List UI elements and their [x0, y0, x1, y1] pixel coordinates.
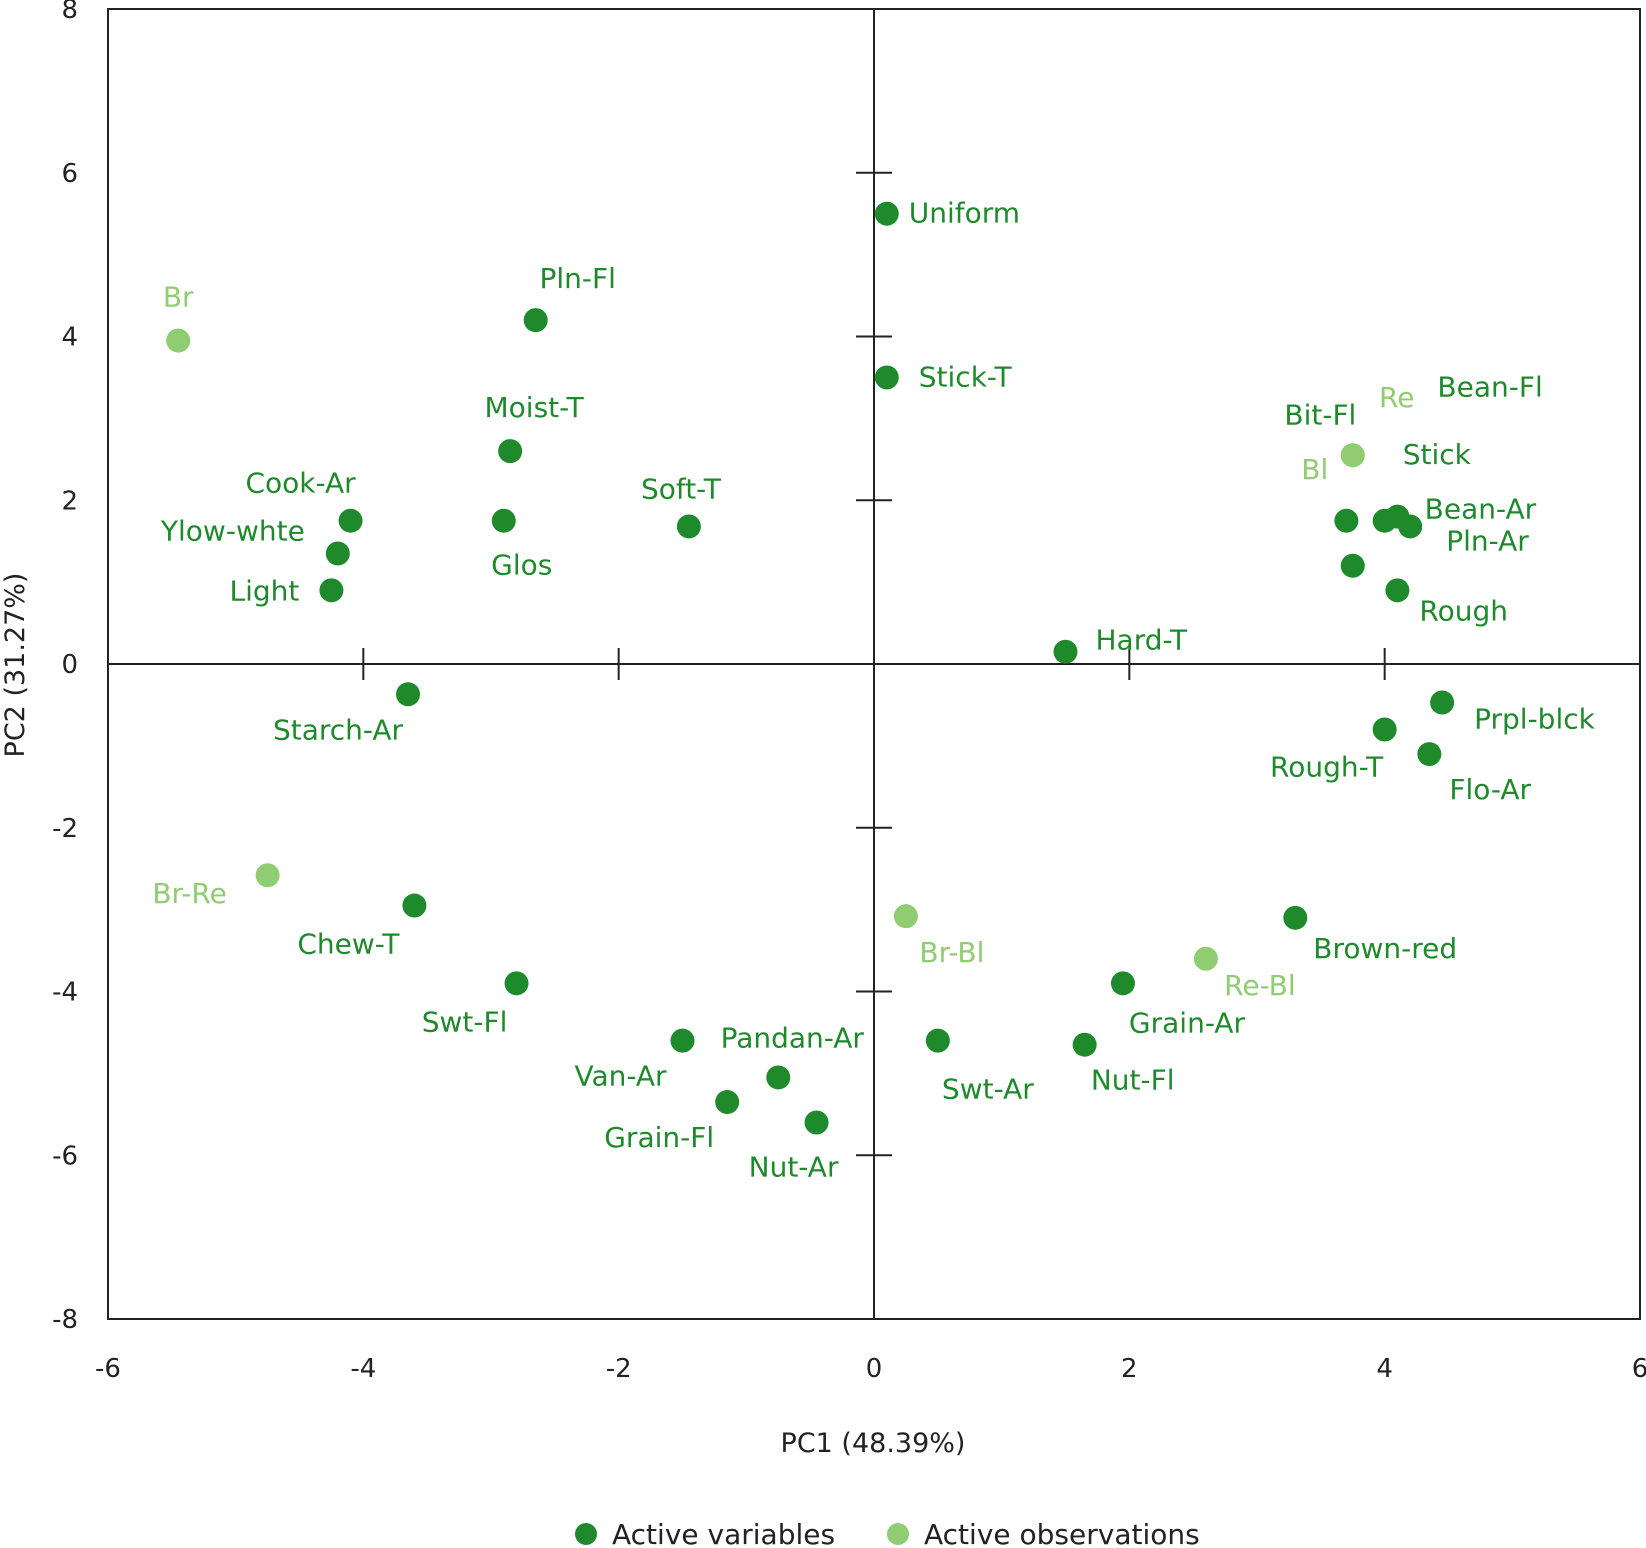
variable-point [676, 514, 701, 539]
variable-point-label: Van-Ar [574, 1060, 667, 1093]
y-tick-label: -6 [52, 1141, 78, 1171]
variable-point [874, 201, 899, 226]
x-tick-label: -2 [606, 1354, 632, 1384]
observation-point [255, 863, 280, 888]
variable-point-label: Pln-Ar [1446, 524, 1529, 557]
x-tick-label: 4 [1376, 1354, 1393, 1384]
legend-marker-variables [575, 1523, 597, 1545]
axes-layer [108, 9, 1640, 1319]
y-tick-label: 4 [61, 323, 78, 353]
variable-point-label: Grain-Fl [604, 1121, 714, 1154]
labels-layer: Uniform Stick-T Pln-Fl Moist-T Glos Soft-T Coo… [152, 197, 1595, 1184]
variable-point [504, 971, 529, 996]
variable-point-label: Nut-Fl [1091, 1064, 1175, 1097]
variable-point [1053, 639, 1078, 664]
variable-point-label: Flo-Ar [1449, 773, 1531, 806]
x-tick-label: -6 [95, 1354, 121, 1384]
variable-point-label: Stick [1403, 438, 1472, 471]
variable-point [396, 682, 421, 707]
variable-point-label: Brown-red [1313, 932, 1457, 965]
observation-point-label: Re [1379, 381, 1414, 414]
variable-point [1430, 690, 1455, 715]
variable-point [1372, 508, 1397, 533]
variable-point [319, 578, 344, 603]
observation-point [166, 328, 191, 353]
variable-point [1334, 508, 1359, 533]
y-tick-label: -4 [52, 978, 78, 1008]
observation-point-label: Br [163, 281, 194, 314]
variable-point-label: Bean-Ar [1425, 493, 1537, 526]
y-tick-label: -8 [52, 1305, 78, 1335]
variable-point [766, 1065, 791, 1090]
variable-point [325, 541, 350, 566]
variable-point-label: Swt-Ar [942, 1073, 1034, 1106]
variable-point-label: Swt-Fl [422, 1005, 508, 1038]
variable-point-label: Bean-Fl [1437, 371, 1542, 404]
observation-point-label: Br-Bl [919, 936, 984, 969]
variable-point-label: Bit-Fl [1284, 399, 1356, 432]
variable-point [523, 308, 548, 333]
variable-point [1110, 971, 1135, 996]
y-tick-label: 0 [61, 650, 78, 680]
variable-point-label: Pln-Fl [539, 262, 615, 295]
variable-point-label: Grain-Ar [1129, 1006, 1246, 1039]
variable-point [874, 365, 899, 390]
variable-point-label: Stick-T [919, 360, 1013, 393]
variable-point-label: Cook-Ar [245, 467, 356, 500]
x-tick-label: 0 [866, 1354, 883, 1384]
observation-point-label: Bl [1301, 453, 1328, 486]
points-layer [166, 201, 1455, 1135]
variable-point [1340, 553, 1365, 578]
x-tick-label: -4 [350, 1354, 376, 1384]
variable-point [402, 893, 427, 918]
variable-point-label: Nut-Ar [749, 1151, 839, 1184]
x-axis-title: PC1 (48.39%) [781, 1428, 966, 1459]
legend-label-observations: Active observations [924, 1518, 1200, 1548]
variable-point [1372, 717, 1397, 742]
y-tick-label: 2 [61, 486, 78, 516]
variable-point [1283, 905, 1308, 930]
variable-point-label: Glos [491, 549, 552, 582]
variable-point-label: Ylow-whte [160, 514, 305, 547]
observation-point-label: Re-Bl [1224, 969, 1296, 1002]
variable-point [925, 1028, 950, 1053]
y-tick-label: 6 [61, 159, 78, 189]
y-tick-label: -2 [52, 814, 78, 844]
observation-point-label: Br-Re [152, 877, 226, 910]
x-tick-label: 2 [1121, 1354, 1138, 1384]
legend-marker-observations [887, 1523, 909, 1545]
variable-point [1417, 742, 1442, 767]
variable-point [1385, 578, 1410, 603]
variable-point [670, 1028, 695, 1053]
observation-point [1193, 946, 1218, 971]
variable-point-label: Prpl-blck [1474, 702, 1596, 735]
variable-point [1398, 514, 1423, 539]
variable-point [491, 508, 516, 533]
variable-point-label: Chew-T [297, 928, 400, 961]
variable-point-label: Pandan-Ar [721, 1021, 865, 1054]
variable-point-label: Soft-T [641, 472, 722, 505]
legend: Active variables Active observations [575, 1518, 1200, 1548]
variable-point-label: Light [230, 574, 300, 607]
x-tick-label: 6 [1632, 1354, 1646, 1384]
observation-point [1340, 443, 1365, 468]
variable-point [498, 439, 523, 464]
variable-point-label: Rough [1419, 594, 1508, 627]
variable-point [338, 508, 363, 533]
variable-point [715, 1090, 740, 1115]
variable-point [804, 1110, 829, 1135]
ticks-layer: -6 -4 -2 0 2 4 6 8 6 4 2 0 -2 -4 -6 -8 [52, 0, 1646, 1384]
y-axis-title: PC2 (31.27%) [0, 573, 31, 758]
observation-point [893, 904, 918, 929]
variable-point [1072, 1032, 1097, 1057]
variable-point-label: Hard-T [1096, 624, 1189, 657]
variable-point-label: Moist-T [485, 391, 585, 424]
y-tick-label: 8 [61, 0, 78, 25]
variable-point-label: Starch-Ar [273, 713, 404, 746]
legend-label-variables: Active variables [612, 1518, 835, 1548]
variable-point-label: Uniform [909, 197, 1020, 230]
variable-point-label: Rough-T [1270, 751, 1384, 784]
